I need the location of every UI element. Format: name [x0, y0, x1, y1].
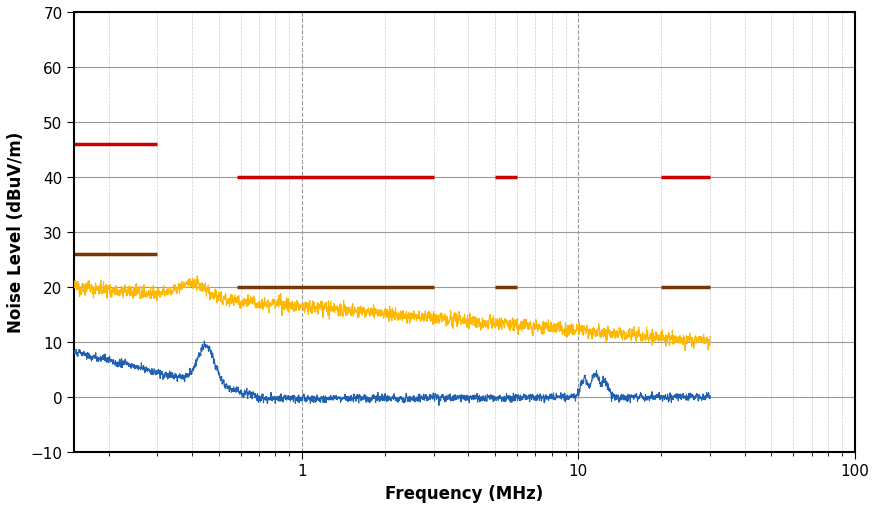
Y-axis label: Noise Level (dBuV/m): Noise Level (dBuV/m) [7, 132, 25, 333]
X-axis label: Frequency (MHz): Frequency (MHz) [385, 484, 544, 502]
